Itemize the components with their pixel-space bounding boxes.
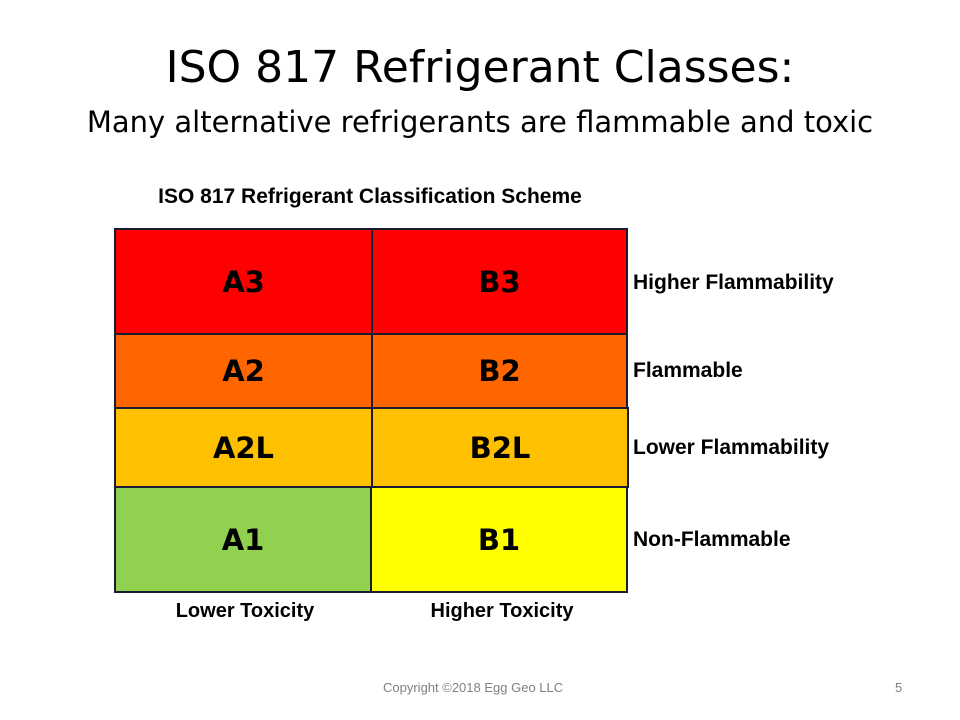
row-label-flammable: Flammable	[633, 359, 743, 382]
copyright-notice: Copyright ©2018 Egg Geo LLC	[383, 680, 564, 695]
cell-a2l: A2L	[114, 407, 373, 488]
row-label-lower-flammability: Lower Flammability	[633, 436, 830, 459]
cell-b2: B2	[371, 333, 628, 409]
row-label-non-flammable: Non-Flammable	[633, 528, 791, 551]
scheme-title: ISO 817 Refrigerant Classification Schem…	[158, 185, 582, 208]
cell-a1: A1	[114, 486, 372, 593]
cell-a2: A2	[114, 333, 373, 409]
cell-b1: B1	[370, 486, 628, 593]
cell-a3: A3	[114, 228, 373, 335]
cell-b3: B3	[371, 228, 628, 335]
slide-title: ISO 817 Refrigerant Classes:	[165, 42, 795, 93]
row-label-higher-flammability: Higher Flammability	[633, 271, 834, 294]
column-label-lower-toxicity: Lower Toxicity	[175, 600, 315, 622]
page-number: 5	[895, 680, 903, 695]
column-label-higher-toxicity: Higher Toxicity	[430, 600, 574, 622]
slide-subtitle: Many alternative refrigerants are flamma…	[86, 105, 874, 139]
cell-b2l: B2L	[371, 407, 629, 488]
